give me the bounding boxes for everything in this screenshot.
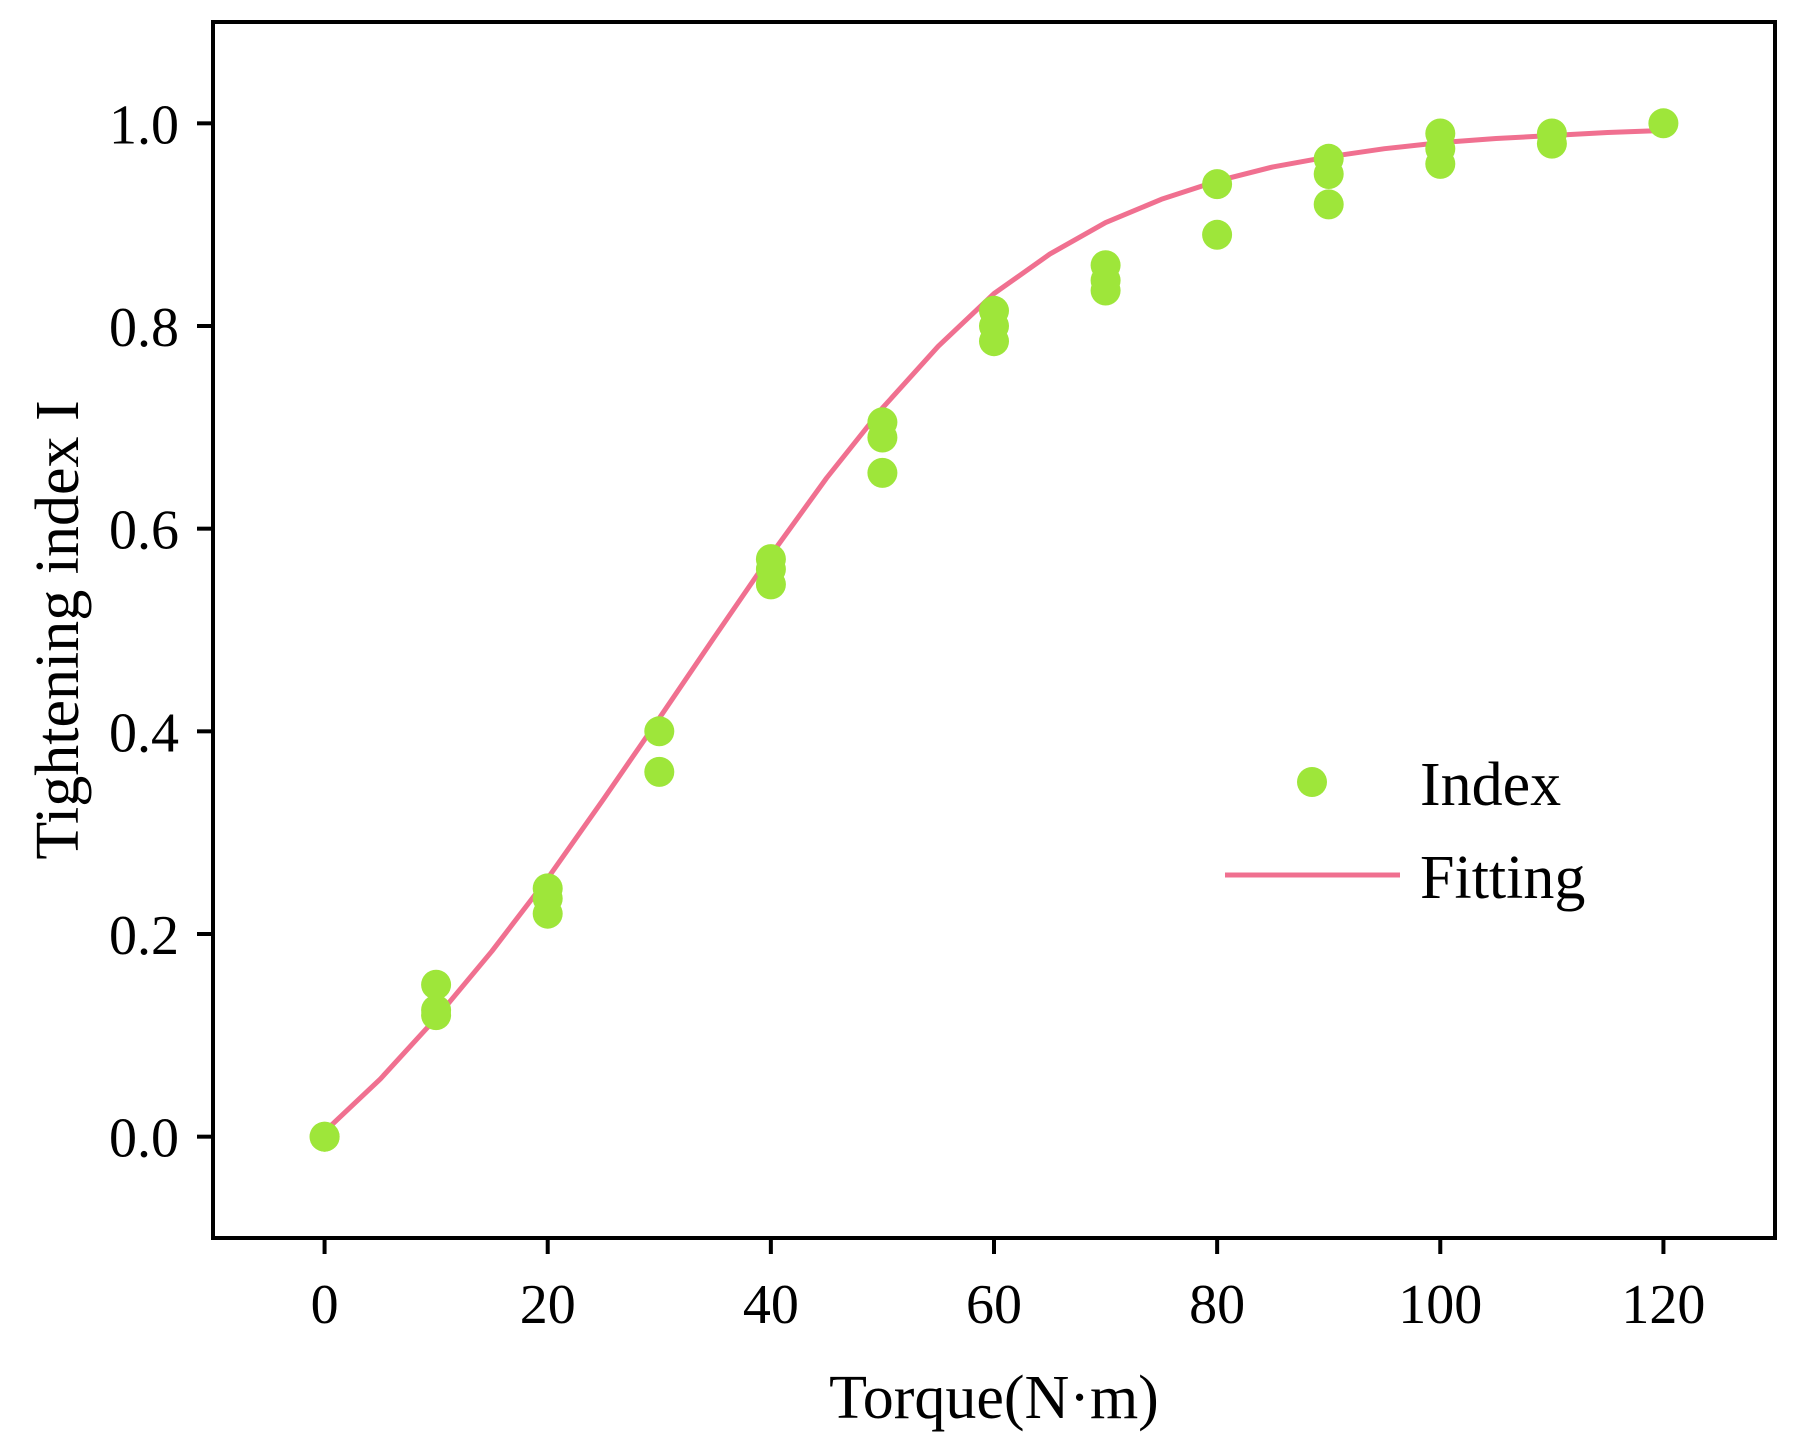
x-axis-title: Torque(N·m) <box>829 1364 1159 1432</box>
fitting-curve <box>322 127 1666 1135</box>
data-point <box>532 898 563 929</box>
data-point <box>309 1121 340 1152</box>
x-tick-label: 120 <box>1621 1274 1705 1336</box>
data-point <box>644 756 675 787</box>
plot-frame-layer <box>211 20 1777 1240</box>
data-point <box>979 326 1009 357</box>
x-tick-label: 100 <box>1398 1274 1482 1336</box>
data-point <box>644 716 675 747</box>
data-point <box>421 969 452 1000</box>
y-tick-label: 0.0 <box>109 1108 179 1170</box>
data-point <box>867 457 898 488</box>
y-tick-label: 1.0 <box>109 94 179 156</box>
data-point <box>1090 275 1121 306</box>
legend-index-marker <box>1297 767 1327 797</box>
y-axis-title: Tightening index I <box>24 400 92 859</box>
y-tick-label: 0.6 <box>109 500 179 562</box>
data-point <box>1313 189 1344 220</box>
x-tick-label: 40 <box>743 1274 799 1336</box>
x-tick-label: 0 <box>311 1274 339 1336</box>
legend-fitting-label: Fitting <box>1420 844 1585 912</box>
points-layer <box>309 108 1679 1152</box>
y-tick-label: 0.2 <box>109 905 179 967</box>
y-tick-label: 0.8 <box>109 297 179 359</box>
x-tick-label: 80 <box>1189 1274 1245 1336</box>
data-point <box>1536 128 1567 159</box>
x-tick-label: 20 <box>520 1274 576 1336</box>
data-point <box>421 1000 452 1031</box>
data-point <box>755 569 786 600</box>
fit-layer <box>322 127 1666 1135</box>
data-point <box>1648 108 1679 139</box>
data-point <box>1425 148 1456 179</box>
ticks-layer: 0 20 40 60 80 100 120 0.0 0.2 0.4 0.6 0.8 1.0 <box>109 94 1705 1336</box>
plot-frame <box>211 20 1777 1240</box>
data-point <box>1202 169 1233 200</box>
y-tick-label: 0.4 <box>109 702 179 764</box>
x-tick-label: 60 <box>966 1274 1022 1336</box>
data-point <box>1313 159 1344 189</box>
legend-index-label: Index <box>1420 751 1561 819</box>
legend: Index Fitting <box>1225 751 1585 912</box>
data-point <box>867 422 898 453</box>
data-point <box>1202 219 1233 250</box>
